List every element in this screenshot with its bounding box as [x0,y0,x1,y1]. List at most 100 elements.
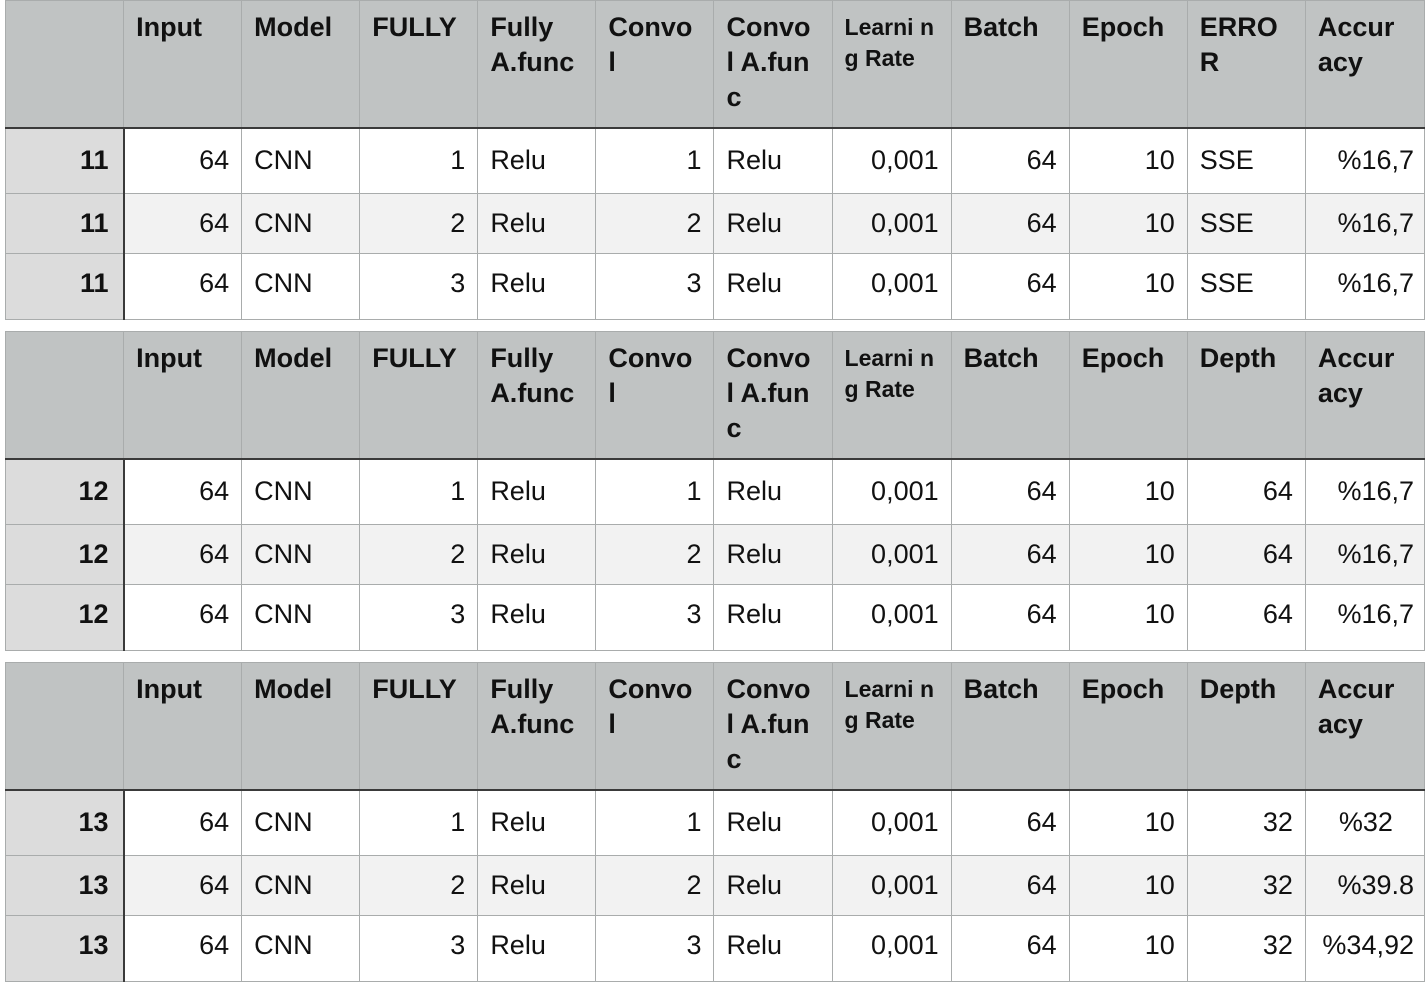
cell-fully[interactable]: 1 [359,458,479,525]
cell-row-id[interactable]: 12 [4,458,125,525]
cell-input[interactable]: 64 [123,584,243,651]
cell-model[interactable]: CNN [241,915,361,982]
cell-model[interactable]: CNN [241,253,361,320]
cell-convol[interactable]: 3 [595,253,715,320]
cell-input[interactable]: 64 [123,524,243,585]
cell-extra[interactable]: 64 [1186,524,1306,585]
cell-epoch[interactable]: 10 [1068,253,1188,320]
column-header-epoch[interactable]: Epoch [1068,0,1188,129]
column-header-fully[interactable]: FULLY [359,0,479,129]
cell-learning-rate[interactable]: 0,001 [831,584,952,651]
column-header-convol-afunc[interactable]: Convo l A.func [713,662,833,791]
cell-row-id[interactable]: 13 [4,915,125,982]
cell-epoch[interactable]: 10 [1068,789,1188,856]
cell-epoch[interactable]: 10 [1068,524,1188,585]
cell-batch[interactable]: 64 [950,458,1070,525]
cell-model[interactable]: CNN [241,855,361,916]
cell-accuracy[interactable]: %16,7 [1304,584,1426,651]
cell-input[interactable]: 64 [123,855,243,916]
column-header-input[interactable]: Input [123,331,243,460]
cell-input[interactable]: 64 [123,458,243,525]
cell-learning-rate[interactable]: 0,001 [831,915,952,982]
cell-batch[interactable]: 64 [950,855,1070,916]
cell-convol-afunc[interactable]: Relu [713,915,833,982]
cell-convol[interactable]: 2 [595,524,715,585]
cell-fully[interactable]: 2 [359,855,479,916]
cell-fully-afunc[interactable]: Relu [477,524,597,585]
cell-learning-rate[interactable]: 0,001 [831,458,952,525]
cell-model[interactable]: CNN [241,789,361,856]
cell-extra[interactable]: 64 [1186,584,1306,651]
cell-convol[interactable]: 1 [595,789,715,856]
column-header-row-id[interactable] [4,331,125,460]
cell-row-id[interactable]: 13 [4,855,125,916]
cell-convol[interactable]: 1 [595,458,715,525]
column-header-convol[interactable]: Convo l [595,0,715,129]
cell-accuracy[interactable]: %16,7 [1304,458,1426,525]
cell-epoch[interactable]: 10 [1068,855,1188,916]
cell-learning-rate[interactable]: 0,001 [831,524,952,585]
cell-accuracy[interactable]: %34,92 [1304,915,1426,982]
column-header-learning-rate[interactable]: Learni ng Rate [831,662,952,791]
column-header-fully[interactable]: FULLY [359,662,479,791]
cell-input[interactable]: 64 [123,253,243,320]
cell-row-id[interactable]: 12 [4,524,125,585]
cell-fully[interactable]: 1 [359,789,479,856]
cell-accuracy[interactable]: %39.8 [1304,855,1426,916]
column-header-input[interactable]: Input [123,0,243,129]
cell-convol[interactable]: 2 [595,855,715,916]
cell-learning-rate[interactable]: 0,001 [831,855,952,916]
cell-convol-afunc[interactable]: Relu [713,855,833,916]
cell-row-id[interactable]: 13 [4,789,125,856]
cell-epoch[interactable]: 10 [1068,193,1188,254]
column-header-row-id[interactable] [4,0,125,129]
cell-batch[interactable]: 64 [950,193,1070,254]
column-header-epoch[interactable]: Epoch [1068,662,1188,791]
cell-epoch[interactable]: 10 [1068,458,1188,525]
column-header-convol-afunc[interactable]: Convo l A.func [713,331,833,460]
cell-extra[interactable]: SSE [1186,193,1306,254]
cell-convol-afunc[interactable]: Relu [713,584,833,651]
cell-row-id[interactable]: 12 [4,584,125,651]
cell-learning-rate[interactable]: 0,001 [831,253,952,320]
column-header-extra[interactable]: ERRO R [1186,0,1306,129]
cell-convol-afunc[interactable]: Relu [713,253,833,320]
column-header-model[interactable]: Model [241,662,361,791]
column-header-extra[interactable]: Depth [1186,662,1306,791]
column-header-convol[interactable]: Convo l [595,331,715,460]
column-header-batch[interactable]: Batch [950,331,1070,460]
cell-accuracy[interactable]: %16,7 [1304,253,1426,320]
cell-model[interactable]: CNN [241,127,361,194]
column-header-epoch[interactable]: Epoch [1068,331,1188,460]
column-header-accuracy[interactable]: Accur acy [1304,662,1426,791]
column-header-learning-rate[interactable]: Learni ng Rate [831,331,952,460]
column-header-fully-afunc[interactable]: Fully A.func [477,0,597,129]
cell-epoch[interactable]: 10 [1068,127,1188,194]
column-header-model[interactable]: Model [241,331,361,460]
cell-extra[interactable]: 64 [1186,458,1306,525]
cell-learning-rate[interactable]: 0,001 [831,789,952,856]
column-header-fully-afunc[interactable]: Fully A.func [477,331,597,460]
cell-batch[interactable]: 64 [950,789,1070,856]
cell-fully-afunc[interactable]: Relu [477,855,597,916]
cell-fully-afunc[interactable]: Relu [477,253,597,320]
column-header-model[interactable]: Model [241,0,361,129]
cell-convol-afunc[interactable]: Relu [713,458,833,525]
cell-extra[interactable]: SSE [1186,253,1306,320]
cell-input[interactable]: 64 [123,789,243,856]
column-header-accuracy[interactable]: Accur acy [1304,331,1426,460]
cell-batch[interactable]: 64 [950,127,1070,194]
cell-accuracy[interactable]: %16,7 [1304,127,1426,194]
cell-extra[interactable]: 32 [1186,855,1306,916]
cell-row-id[interactable]: 11 [4,193,125,254]
cell-batch[interactable]: 64 [950,584,1070,651]
cell-convol[interactable]: 2 [595,193,715,254]
cell-extra[interactable]: 32 [1186,915,1306,982]
cell-input[interactable]: 64 [123,915,243,982]
cell-learning-rate[interactable]: 0,001 [831,127,952,194]
cell-fully-afunc[interactable]: Relu [477,193,597,254]
cell-row-id[interactable]: 11 [4,253,125,320]
cell-epoch[interactable]: 10 [1068,584,1188,651]
column-header-convol-afunc[interactable]: Convo l A.func [713,0,833,129]
cell-fully-afunc[interactable]: Relu [477,584,597,651]
